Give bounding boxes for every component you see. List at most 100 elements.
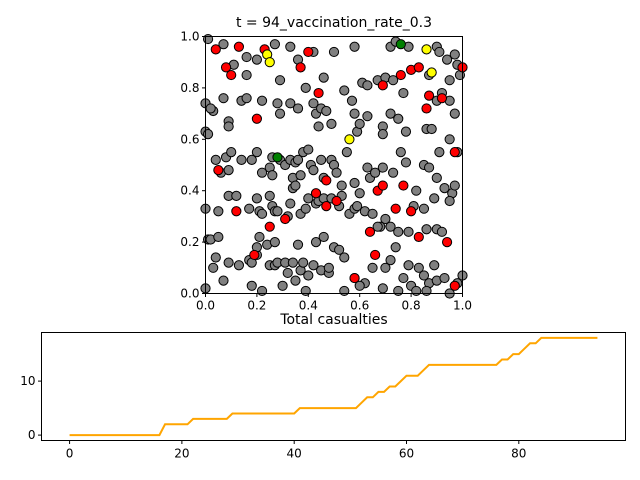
agent-point-healthy xyxy=(377,162,388,173)
agent-point-healthy xyxy=(202,129,214,140)
agent-point-healthy xyxy=(400,157,412,168)
agent-point-healthy xyxy=(272,206,283,217)
scatter-x-tick-label: 0.6 xyxy=(350,299,369,313)
agent-point-healthy xyxy=(290,180,301,191)
agent-point-healthy xyxy=(251,147,262,158)
agent-point-healthy xyxy=(254,231,265,243)
agent-point-healthy xyxy=(403,260,414,271)
agent-point-healthy xyxy=(310,237,322,248)
agent-point-healthy xyxy=(298,257,309,268)
agent-point-healthy xyxy=(292,103,304,114)
agent-point-healthy xyxy=(388,75,399,86)
agent-point-healthy xyxy=(285,98,296,109)
agent-point-healthy xyxy=(385,221,396,232)
agent-point-healthy xyxy=(285,41,296,52)
agent-point-healthy xyxy=(400,126,412,137)
agent-point-healthy xyxy=(205,103,216,114)
agent-point-healthy xyxy=(370,167,381,178)
agent-point-infected xyxy=(226,69,237,81)
agent-point-healthy xyxy=(313,121,324,132)
agent-point-healthy xyxy=(282,267,293,279)
agent-point-infected xyxy=(295,62,306,73)
agent-point-infected xyxy=(449,280,460,291)
scatter-y-tick-label: 1.0 xyxy=(180,30,199,44)
agent-point-healthy xyxy=(285,198,296,209)
agent-point-healthy xyxy=(300,285,311,297)
agent-point-healthy xyxy=(411,185,422,196)
agent-point-healthy xyxy=(223,257,234,268)
scatter-y-tick-label: 0.0 xyxy=(180,287,199,301)
agent-point-healthy xyxy=(411,285,422,297)
agent-point-healthy xyxy=(349,108,360,119)
agent-point-healthy xyxy=(398,272,409,284)
agent-point-healthy xyxy=(336,180,347,191)
agent-point-healthy xyxy=(246,280,257,291)
agent-point-infected xyxy=(436,93,448,104)
agent-point-healthy xyxy=(300,82,311,94)
agent-point-infected xyxy=(349,272,360,284)
agent-point-healthy xyxy=(223,121,234,132)
scatter-y-tick-label: 0.6 xyxy=(180,132,199,146)
agent-point-healthy xyxy=(431,172,442,183)
agent-point-healthy xyxy=(334,244,345,255)
agent-point-healthy xyxy=(316,154,327,165)
agent-point-infected xyxy=(413,231,424,243)
agent-point-healthy xyxy=(295,170,306,181)
agent-point-infected xyxy=(210,44,221,55)
agent-point-healthy xyxy=(413,262,424,273)
agent-point-healthy xyxy=(292,154,304,165)
agent-point-healthy xyxy=(346,95,358,106)
scatter-axes-frame xyxy=(205,36,463,294)
agent-point-healthy xyxy=(287,257,298,268)
agent-point-infected xyxy=(321,175,332,186)
agent-point-healthy xyxy=(208,262,219,273)
agent-point-healthy xyxy=(444,134,455,145)
line-x-tick-label: 20 xyxy=(174,447,189,461)
agent-point-healthy xyxy=(213,206,224,217)
line-x-tick-label: 60 xyxy=(399,447,414,461)
scatter-y-tick-label: 0.2 xyxy=(180,235,199,249)
agent-point-infected xyxy=(377,80,388,91)
agent-point-healthy xyxy=(256,285,268,297)
agent-point-recovered xyxy=(395,39,406,50)
agent-point-healthy xyxy=(274,108,286,119)
agent-point-healthy xyxy=(300,203,311,214)
agent-point-infected xyxy=(264,221,275,232)
agent-point-infected xyxy=(413,62,424,73)
agent-point-healthy xyxy=(231,190,242,201)
agent-point-healthy xyxy=(272,98,283,109)
agent-point-healthy xyxy=(418,270,430,281)
agent-point-healthy xyxy=(354,188,365,199)
agent-point-healthy xyxy=(436,226,448,237)
scatter-y-axis: 0.0 0.2 0.4 0.6 0.8 1.0 xyxy=(180,30,206,301)
agent-point-healthy xyxy=(362,111,373,122)
agent-point-healthy xyxy=(367,208,378,219)
agent-point-healthy xyxy=(223,165,234,176)
agent-point-healthy xyxy=(339,285,350,297)
agent-point-infected xyxy=(251,113,262,124)
agent-point-healthy xyxy=(269,39,280,50)
agent-point-infected xyxy=(377,180,388,191)
line-x-tick-label: 80 xyxy=(511,447,526,461)
scatter-x-tick-label: 1.0 xyxy=(453,299,472,313)
agent-point-healthy xyxy=(246,154,257,165)
agent-point-healthy xyxy=(218,93,229,104)
agent-point-healthy xyxy=(251,193,262,204)
scatter-y-tick-label: 0.4 xyxy=(180,184,199,198)
agent-point-healthy xyxy=(367,262,378,273)
agent-point-infected xyxy=(231,206,242,217)
agent-point-healthy xyxy=(303,270,314,281)
agent-point-recovered xyxy=(272,152,283,163)
line-x-tick-label: 40 xyxy=(287,447,302,461)
agent-point-healthy xyxy=(388,167,399,178)
line-y-tick-label: 10 xyxy=(20,374,35,388)
line-x-axis: 0 20 40 60 80 xyxy=(66,440,526,461)
agent-point-infected xyxy=(398,180,409,191)
line-y-tick-label: 0 xyxy=(28,428,36,442)
agent-point-infected xyxy=(441,237,453,248)
agent-point-healthy xyxy=(241,69,252,81)
agent-point-healthy xyxy=(349,41,360,52)
agent-point-healthy xyxy=(354,118,365,129)
agent-point-healthy xyxy=(323,262,334,273)
agent-point-healthy xyxy=(385,254,396,266)
